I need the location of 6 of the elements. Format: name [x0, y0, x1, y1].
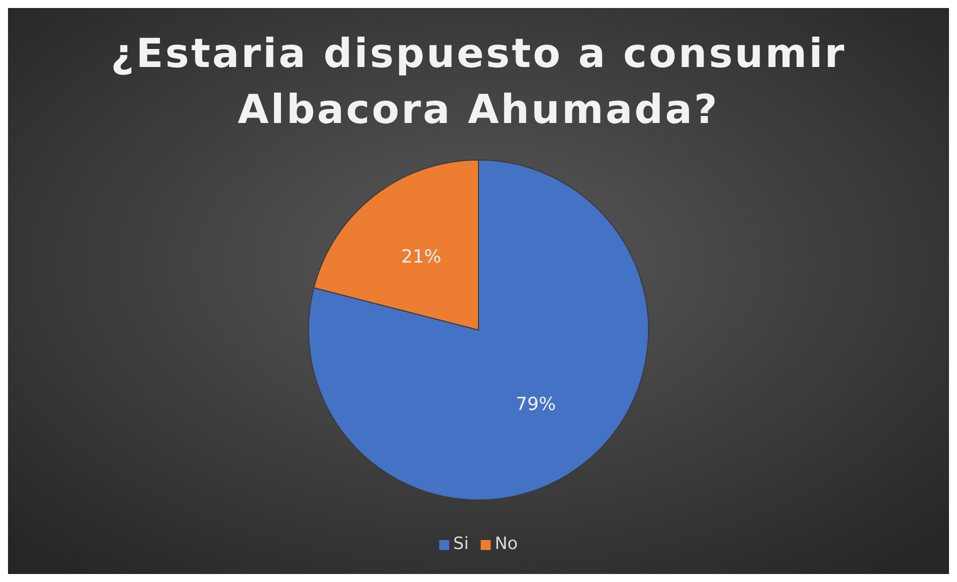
pie-slice — [308, 160, 649, 500]
data-label: 21% — [401, 246, 442, 268]
data-label: 79% — [516, 394, 556, 416]
legend-label: No — [494, 534, 518, 554]
slice-label: Si — [453, 534, 469, 554]
chart-title: ¿Estaria dispuesto a consumir Albacora Ahumada? — [110, 31, 846, 133]
